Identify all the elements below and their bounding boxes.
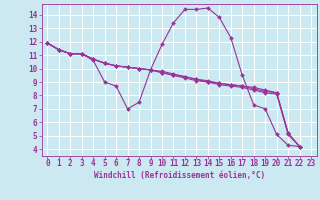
X-axis label: Windchill (Refroidissement éolien,°C): Windchill (Refroidissement éolien,°C): [94, 171, 265, 180]
